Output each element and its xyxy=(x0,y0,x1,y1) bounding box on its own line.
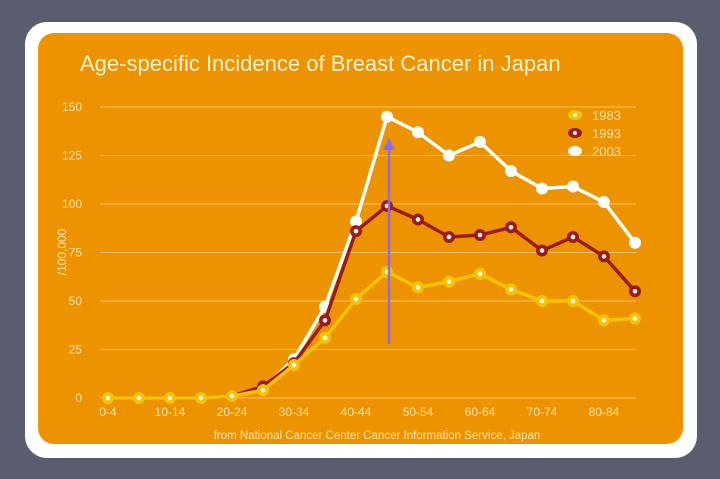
chart-title: Age-specific Incidence of Breast Cancer … xyxy=(80,51,561,76)
data-point-center xyxy=(415,217,421,222)
data-point-center xyxy=(198,395,204,401)
data-point xyxy=(505,165,517,178)
data-point-center xyxy=(508,287,514,292)
y-tick-label: 50 xyxy=(69,294,83,308)
data-point xyxy=(443,149,455,162)
x-tick-label: 40-44 xyxy=(341,405,372,419)
legend-marker-center xyxy=(573,113,577,117)
annotation-arrowhead xyxy=(383,138,395,150)
data-point xyxy=(629,236,641,249)
data-point xyxy=(474,135,486,148)
source-note: from National Cancer Center Cancer Infor… xyxy=(214,430,541,442)
data-point xyxy=(536,182,548,195)
data-point-center xyxy=(353,228,359,234)
x-tick-label: 70-74 xyxy=(527,405,558,419)
series-1983 xyxy=(102,265,641,404)
legend-marker-center xyxy=(573,131,577,135)
data-point-center xyxy=(632,316,638,321)
data-point-center xyxy=(539,298,545,304)
data-point xyxy=(598,196,610,209)
data-point-center xyxy=(570,234,576,240)
data-point-center xyxy=(136,395,142,401)
data-point-center xyxy=(105,395,111,401)
x-tick-label: 20-24 xyxy=(217,405,248,419)
data-point xyxy=(567,180,579,193)
legend-label: 1983 xyxy=(592,108,621,123)
x-tick-label: 10-14 xyxy=(155,405,186,419)
data-point-center xyxy=(508,224,514,230)
data-point-center xyxy=(632,289,638,294)
data-point-center xyxy=(539,248,545,253)
data-point-center xyxy=(446,234,452,240)
series-line xyxy=(108,270,636,400)
data-point-center xyxy=(415,285,421,290)
series-line xyxy=(108,114,637,400)
data-point-center xyxy=(260,387,266,393)
data-point-center xyxy=(229,393,235,399)
data-point-center xyxy=(291,362,297,368)
y-tick-label: 100 xyxy=(62,197,82,211)
y-tick-label: 0 xyxy=(75,391,82,405)
data-point-center xyxy=(601,254,607,259)
data-point-center xyxy=(601,318,607,323)
y-tick-label: 150 xyxy=(62,100,82,114)
series-2003 xyxy=(102,110,641,404)
data-point-center xyxy=(353,296,359,302)
x-tick-label: 50-54 xyxy=(403,405,434,419)
data-point xyxy=(412,126,424,139)
data-point-center xyxy=(446,279,452,284)
data-point xyxy=(381,110,393,123)
data-point-center xyxy=(167,395,173,401)
y-tick-label: 125 xyxy=(62,149,82,163)
x-tick-label: 80-84 xyxy=(589,405,620,419)
y-tick-label: 75 xyxy=(69,246,83,260)
y-tick-label: 25 xyxy=(69,343,83,357)
legend-item: 1993 xyxy=(568,126,621,141)
x-tick-label: 60-64 xyxy=(465,405,496,419)
legend-label: 1993 xyxy=(592,126,621,141)
data-point xyxy=(350,215,362,228)
data-point-center xyxy=(322,335,328,341)
legend-marker xyxy=(568,146,582,156)
x-tick-label: 0-4 xyxy=(99,405,117,419)
y-axis-label: /100,000 xyxy=(55,228,69,275)
legend-label: 2003 xyxy=(592,144,621,159)
data-point-center xyxy=(322,318,328,323)
data-point-center xyxy=(477,232,483,238)
legend-item: 2003 xyxy=(568,144,621,159)
data-point-center xyxy=(477,271,483,277)
data-point-center xyxy=(570,298,576,304)
legend-item: 1983 xyxy=(568,108,621,123)
x-tick-label: 30-34 xyxy=(279,405,310,419)
